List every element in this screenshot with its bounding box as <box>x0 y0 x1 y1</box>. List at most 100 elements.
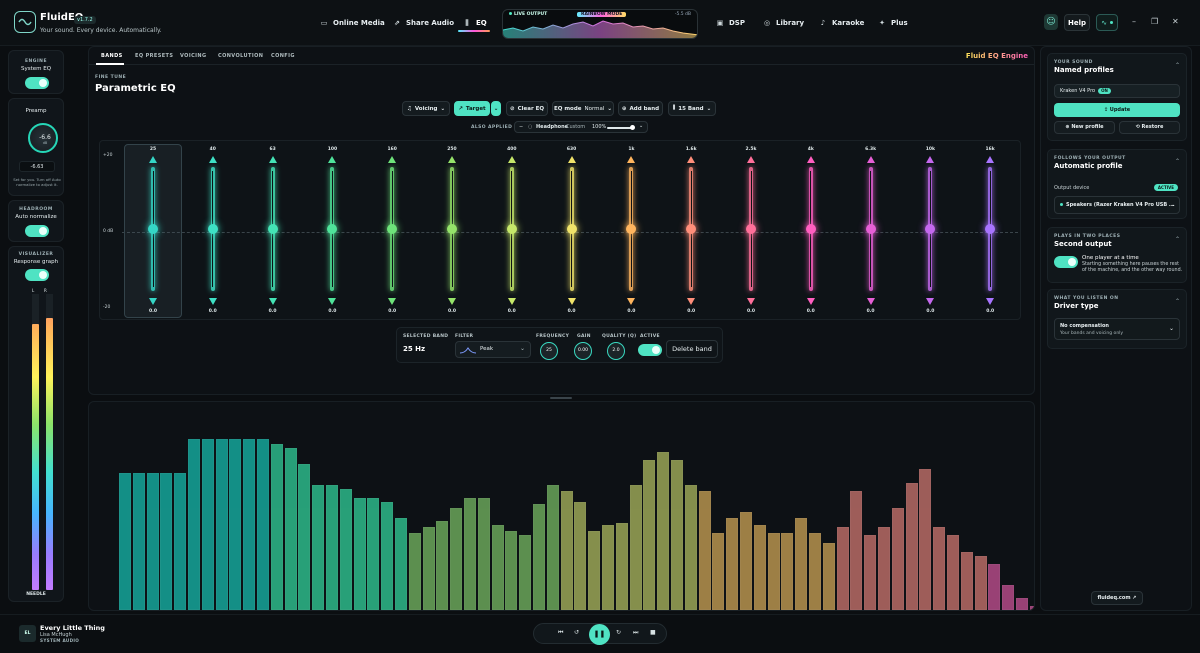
band-slider[interactable]: 100 0.0 <box>312 141 352 321</box>
previous-icon[interactable]: ⏮ <box>558 629 564 636</box>
band-handle[interactable] <box>447 224 457 234</box>
band-down-arrow-icon[interactable] <box>448 298 456 305</box>
band-up-arrow-icon[interactable] <box>567 156 576 163</box>
restore-button[interactable]: ⟲ Restore <box>1119 121 1180 134</box>
band-down-arrow-icon[interactable] <box>747 298 755 305</box>
band-down-arrow-icon[interactable] <box>149 298 157 305</box>
band-up-arrow-icon[interactable] <box>866 156 875 163</box>
engine-toggle[interactable] <box>25 77 49 89</box>
band-down-arrow-icon[interactable] <box>806 298 815 305</box>
update-button[interactable]: ⇪ Update <box>1054 103 1180 117</box>
band-down-arrow-icon[interactable] <box>986 298 995 305</box>
band-up-arrow-icon[interactable] <box>448 156 456 163</box>
tab-voicing[interactable]: VOICING <box>180 53 207 59</box>
band-down-arrow-icon[interactable] <box>507 298 516 305</box>
preamp-value-field[interactable]: -6.63 <box>19 161 55 172</box>
chevron-down-icon[interactable]: ⌄ <box>639 123 644 129</box>
band-up-arrow-icon[interactable] <box>627 156 636 163</box>
band-up-arrow-icon[interactable] <box>268 156 277 163</box>
album-art[interactable]: EL <box>19 625 36 642</box>
band-up-arrow-icon[interactable] <box>149 156 157 163</box>
activity-button[interactable]: ∿ <box>1096 14 1118 31</box>
one-player-toggle[interactable] <box>1054 256 1078 268</box>
help-button[interactable]: Help <box>1064 14 1090 31</box>
band-down-arrow-icon[interactable] <box>926 298 935 305</box>
band-down-arrow-icon[interactable] <box>388 298 397 305</box>
band-handle[interactable] <box>746 224 756 234</box>
band-handle[interactable] <box>925 224 936 234</box>
frequency-knob[interactable]: 25 <box>540 342 558 360</box>
delete-band-button[interactable]: Delete band <box>666 340 718 358</box>
nav-share-audio[interactable]: ⇗ Share Audio <box>393 14 454 32</box>
quality-knob[interactable]: 2.0 <box>607 342 625 360</box>
voicing-dropdown[interactable]: ♫ Voicing ⌄ <box>402 101 450 116</box>
band-handle[interactable] <box>805 224 816 234</box>
tab-eq-presets[interactable]: EQ PRESETS <box>135 53 174 59</box>
band-count-select[interactable]: ⫼ 15 Band ⌄ <box>668 101 716 116</box>
website-link[interactable]: fluideq.com ↗ <box>1091 591 1143 605</box>
chevron-up-icon[interactable]: ⌃ <box>1174 62 1180 69</box>
chevron-up-icon[interactable]: ⌃ <box>1174 158 1180 165</box>
band-slider[interactable]: 25 0.0 <box>133 141 173 321</box>
band-handle[interactable] <box>327 224 338 234</box>
mascot-icon[interactable]: ☺ <box>1044 14 1058 30</box>
band-down-arrow-icon[interactable] <box>567 298 576 305</box>
target-button[interactable]: ↗ Target <box>454 101 490 116</box>
band-up-arrow-icon[interactable] <box>208 156 217 163</box>
band-slider[interactable]: 6.3k 0.0 <box>851 141 891 321</box>
clear-eq-button[interactable]: ⊘ Clear EQ <box>506 101 548 116</box>
stop-icon[interactable]: ■ <box>650 629 656 636</box>
minus-icon[interactable]: − <box>519 124 524 130</box>
band-slider[interactable]: 630 0.0 <box>552 141 592 321</box>
chevron-up-icon[interactable]: ⌃ <box>1174 298 1180 305</box>
minimize-icon[interactable]: – <box>1132 17 1136 26</box>
band-up-arrow-icon[interactable] <box>388 156 397 163</box>
eq-mode-select[interactable]: EQ mode Normal ⌄ <box>552 101 614 116</box>
band-handle[interactable] <box>626 224 637 234</box>
band-up-arrow-icon[interactable] <box>926 156 935 163</box>
band-up-arrow-icon[interactable] <box>986 156 995 163</box>
nav-online-media[interactable]: ▭ Online Media <box>320 14 385 32</box>
band-handle[interactable] <box>207 224 218 234</box>
nav-eq[interactable]: ⫼ EQ <box>463 14 486 32</box>
tab-bands[interactable]: BANDS <box>101 53 123 59</box>
band-up-arrow-icon[interactable] <box>687 156 696 163</box>
rewind-icon[interactable]: ↺ <box>574 629 580 636</box>
gain-knob[interactable]: 0.00 <box>574 342 592 360</box>
nav-plus[interactable]: ✦ Plus <box>878 14 908 32</box>
band-active-toggle[interactable] <box>638 344 662 356</box>
mix-slider[interactable] <box>607 127 633 129</box>
band-down-arrow-icon[interactable] <box>208 298 217 305</box>
band-slider[interactable]: 4k 0.0 <box>791 141 831 321</box>
auto-normalize-toggle[interactable] <box>25 225 49 237</box>
band-slider[interactable]: 2.5k 0.0 <box>731 141 771 321</box>
band-down-arrow-icon[interactable] <box>268 298 277 305</box>
chevron-up-icon[interactable]: ⌃ <box>1174 236 1180 243</box>
band-up-arrow-icon[interactable] <box>747 156 755 163</box>
nav-karaoke[interactable]: ♪ Karaoke <box>819 14 865 32</box>
nav-dsp[interactable]: ▣ DSP <box>716 14 745 32</box>
next-icon[interactable]: ⏭ <box>633 629 639 636</box>
band-slider[interactable]: 10k 0.0 <box>910 141 950 321</box>
filter-select[interactable]: Peak ⌄ <box>455 341 531 358</box>
forward-icon[interactable]: ↻ <box>616 629 622 636</box>
band-handle[interactable] <box>506 224 517 234</box>
nav-library[interactable]: ◎ Library <box>763 14 804 32</box>
band-handle[interactable] <box>985 224 996 234</box>
band-slider[interactable]: 250 0.0 <box>432 141 472 321</box>
band-slider[interactable]: 160 0.0 <box>372 141 412 321</box>
band-up-arrow-icon[interactable] <box>507 156 516 163</box>
band-handle[interactable] <box>387 224 398 234</box>
new-profile-button[interactable]: ⊕ New profile <box>1054 121 1115 134</box>
band-slider[interactable]: 1.6k 0.0 <box>671 141 711 321</box>
profile-selector[interactable]: Kraken V4 Pro ON <box>1054 84 1180 98</box>
mix-slider-thumb[interactable] <box>630 125 635 130</box>
band-down-arrow-icon[interactable] <box>328 298 337 305</box>
response-graph-toggle[interactable] <box>25 269 49 281</box>
band-handle[interactable] <box>686 224 697 234</box>
band-down-arrow-icon[interactable] <box>687 298 696 305</box>
band-slider[interactable]: 400 0.0 <box>492 141 532 321</box>
band-up-arrow-icon[interactable] <box>806 156 815 163</box>
band-slider[interactable]: 63 0.0 <box>253 141 293 321</box>
band-handle[interactable] <box>865 224 876 234</box>
